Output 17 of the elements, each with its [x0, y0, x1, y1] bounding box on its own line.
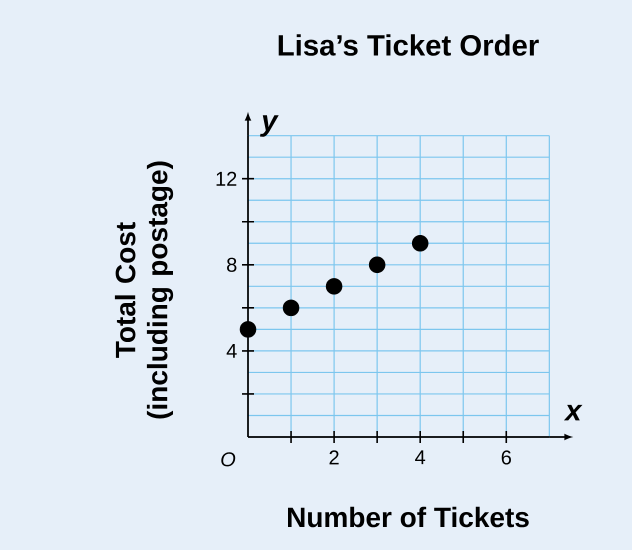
x-tick-label: 4	[415, 450, 426, 464]
x-axis-title: Number of Tickets	[288, 506, 529, 528]
y-tick-label: 12	[216, 172, 236, 186]
point	[240, 321, 256, 338]
x-tick-label: 2	[330, 450, 339, 464]
point	[368, 256, 386, 274]
point	[412, 235, 428, 252]
point	[282, 300, 300, 316]
point	[326, 278, 342, 295]
y-tick-label: 8	[227, 258, 236, 272]
text: x	[564, 404, 582, 420]
y-axis-title: Total Cost (including postage)	[114, 161, 174, 418]
y-tick-label: 4	[226, 344, 237, 358]
chart-title: Lisa’s Ticket Order	[278, 34, 539, 56]
text: O	[221, 452, 236, 466]
x-tick-label: 6	[502, 450, 511, 465]
annotation: y	[260, 115, 279, 137]
